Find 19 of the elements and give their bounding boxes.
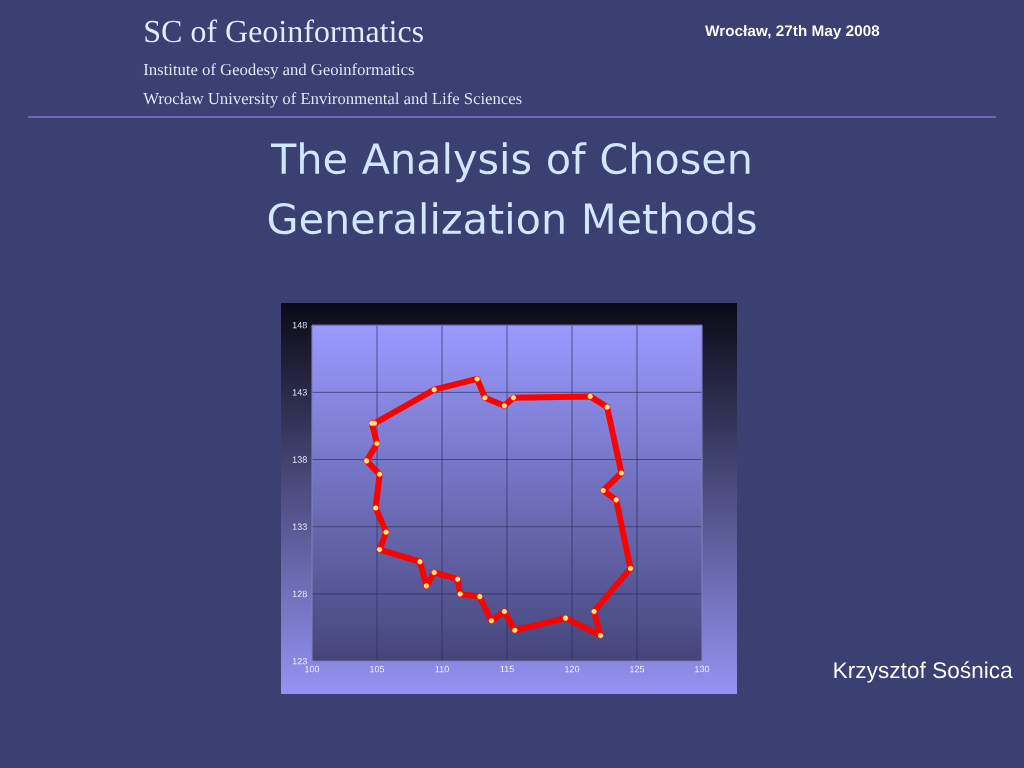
text: Krzysztof Sośnica [834,661,1013,683]
x-tick-label: 110 [435,665,449,673]
x-tick-label: 105 [370,665,385,673]
text: Institute of Geodesy and Geoinformatics [143,63,414,79]
text: SC of Geoinformatics [145,19,423,43]
text: Wrocław University of Environmental and Life Sciences [143,92,522,108]
x-tick-label: 130 [695,665,710,673]
y-tick-label: 148 [292,321,307,329]
x-tick-label: 100 [305,665,320,673]
y-tick-label: 143 [292,389,307,396]
y-tick-label: 123 [292,657,307,665]
chart-title: The Analysis of Chosen Generalization Methods [268,142,756,235]
text: Wrocław, 27th May 2008 [705,24,880,40]
x-tick-label: 115 [500,665,514,673]
x-tick-label: 125 [630,665,645,673]
x-tick-label: 120 [565,665,580,673]
y-tick-label: 133 [292,523,307,530]
y-tick-label: 138 [292,456,307,463]
y-tick-label: 128 [292,590,307,598]
